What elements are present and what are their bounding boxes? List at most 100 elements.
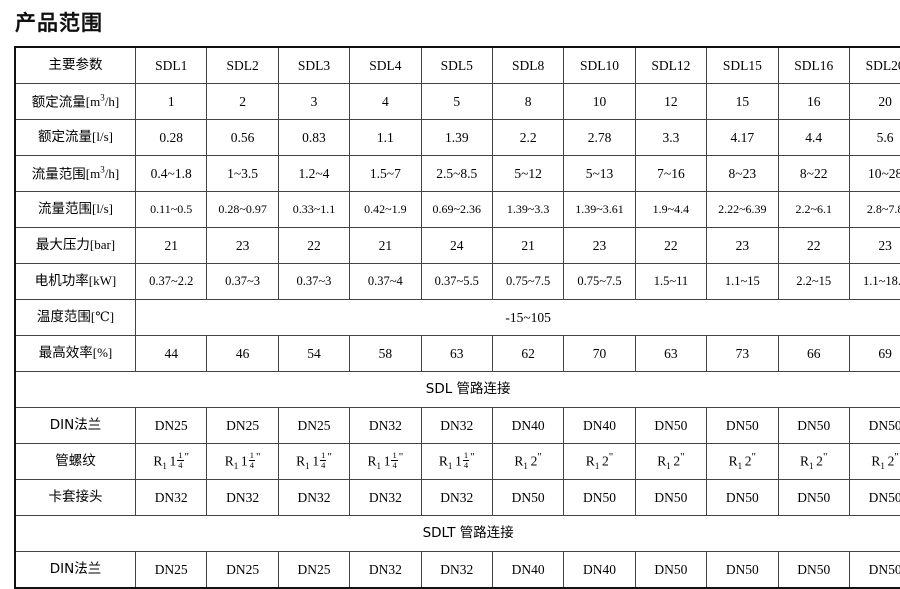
table-cell: 63 (421, 336, 492, 372)
column-header-model: SDL15 (707, 47, 778, 84)
table-row: 温度范围[℃] -15~105 (15, 300, 900, 336)
table-cell: 2.2 (492, 120, 563, 156)
table-cell: 1.9~4.4 (635, 192, 706, 228)
table-cell: DN50 (635, 408, 706, 444)
column-header-model: SDL12 (635, 47, 706, 84)
table-cell: DN25 (278, 408, 349, 444)
table-cell: 5 (421, 84, 492, 120)
table-cell: DN50 (778, 552, 849, 589)
table-cell: 0.83 (278, 120, 349, 156)
row-label-text: 电机功率 (35, 273, 89, 289)
table-body: 主要参数 SDL1 SDL2 SDL3 SDL4 SDL5 SDL8 SDL10… (15, 47, 900, 588)
table-cell: DN50 (778, 408, 849, 444)
row-label: 流量范围[m3/h] (15, 156, 136, 192)
table-cell: 2.22~6.39 (707, 192, 778, 228)
table-cell: DN32 (350, 552, 421, 589)
table-cell: 3.3 (635, 120, 706, 156)
table-cell: 0.37~3 (278, 264, 349, 300)
page-title: 产品范围 (15, 8, 886, 38)
table-cell: 23 (849, 228, 900, 264)
table-cell: 22 (778, 228, 849, 264)
thread-notation: R1 2" (800, 451, 827, 472)
table-cell: 24 (421, 228, 492, 264)
table-cell: 4 (350, 84, 421, 120)
table-cell: 21 (350, 228, 421, 264)
row-label: 流量范围[l/s] (15, 192, 136, 228)
row-label-unit: [m3/h] (86, 94, 119, 109)
table-cell: DN50 (707, 480, 778, 516)
table-cell-merged-temperature: -15~105 (136, 300, 900, 336)
thread-notation: R1 2" (514, 451, 541, 472)
table-cell: 70 (564, 336, 635, 372)
table-cell: 5~13 (564, 156, 635, 192)
table-cell: DN25 (207, 408, 278, 444)
table-cell: 2 (207, 84, 278, 120)
table-cell: DN50 (564, 480, 635, 516)
table-cell: DN40 (564, 552, 635, 589)
column-header-model: SDL5 (421, 47, 492, 84)
table-cell: DN32 (207, 480, 278, 516)
table-cell-thread: R1 2" (849, 444, 900, 480)
column-header-model: SDL1 (136, 47, 207, 84)
column-header-model: SDL10 (564, 47, 635, 84)
table-cell: DN25 (207, 552, 278, 589)
table-cell: 21 (492, 228, 563, 264)
table-cell-thread: R1 2" (492, 444, 563, 480)
table-cell: 2.8~7.8 (849, 192, 900, 228)
table-cell: 2.2~6.1 (778, 192, 849, 228)
table-cell: 8~23 (707, 156, 778, 192)
table-cell: 22 (635, 228, 706, 264)
specification-table: 主要参数 SDL1 SDL2 SDL3 SDL4 SDL5 SDL8 SDL10… (14, 46, 900, 589)
row-label-unit: [℃] (91, 309, 114, 324)
table-cell: DN32 (136, 480, 207, 516)
table-cell: DN32 (278, 480, 349, 516)
table-cell: 1.39~3.61 (564, 192, 635, 228)
table-cell: 0.56 (207, 120, 278, 156)
table-cell: DN32 (350, 480, 421, 516)
row-label: 额定流量[m3/h] (15, 84, 136, 120)
row-label: 管螺纹 (15, 444, 136, 480)
table-cell: 2.5~8.5 (421, 156, 492, 192)
row-label-text: 温度范围 (37, 309, 91, 325)
column-header-model: SDL8 (492, 47, 563, 84)
table-cell: 0.37~2.2 (136, 264, 207, 300)
table-cell: DN50 (635, 552, 706, 589)
table-row: DIN法兰 DN25 DN25 DN25 DN32 DN32 DN40 DN40… (15, 408, 900, 444)
table-cell: DN50 (849, 480, 900, 516)
row-label: 最大压力[bar] (15, 228, 136, 264)
column-header-model: SDL4 (350, 47, 421, 84)
row-label: DIN法兰 (15, 552, 136, 589)
table-cell: DN32 (421, 480, 492, 516)
table-cell: DN40 (564, 408, 635, 444)
row-label-unit: [l/s] (92, 201, 113, 216)
thread-notation: R1 2" (657, 451, 684, 472)
table-cell: 10~28 (849, 156, 900, 192)
row-label-text: 最高效率 (39, 345, 93, 361)
table-row: 额定流量[m3/h] 1 2 3 4 5 8 10 12 15 16 20 (15, 84, 900, 120)
table-cell: 8~22 (778, 156, 849, 192)
table-cell: 0.37~4 (350, 264, 421, 300)
section-header-sdlt: SDLT 管路连接 (15, 516, 900, 552)
table-cell: 20 (849, 84, 900, 120)
table-cell: 0.42~1.9 (350, 192, 421, 228)
table-cell: 1.5~7 (350, 156, 421, 192)
row-label-unit: [kW] (89, 273, 116, 288)
row-label-text: 最大压力 (36, 237, 90, 253)
table-cell: DN25 (278, 552, 349, 589)
table-cell: DN50 (849, 552, 900, 589)
table-row: 最大压力[bar] 21 23 22 21 24 21 23 22 23 22 … (15, 228, 900, 264)
row-label-unit: [bar] (90, 237, 115, 252)
table-row: 最高效率[%] 44 46 54 58 63 62 70 63 73 66 69 (15, 336, 900, 372)
table-cell: DN50 (492, 480, 563, 516)
table-cell: 0.75~7.5 (492, 264, 563, 300)
section-header-row: SDL 管路连接 (15, 372, 900, 408)
table-cell: 15 (707, 84, 778, 120)
